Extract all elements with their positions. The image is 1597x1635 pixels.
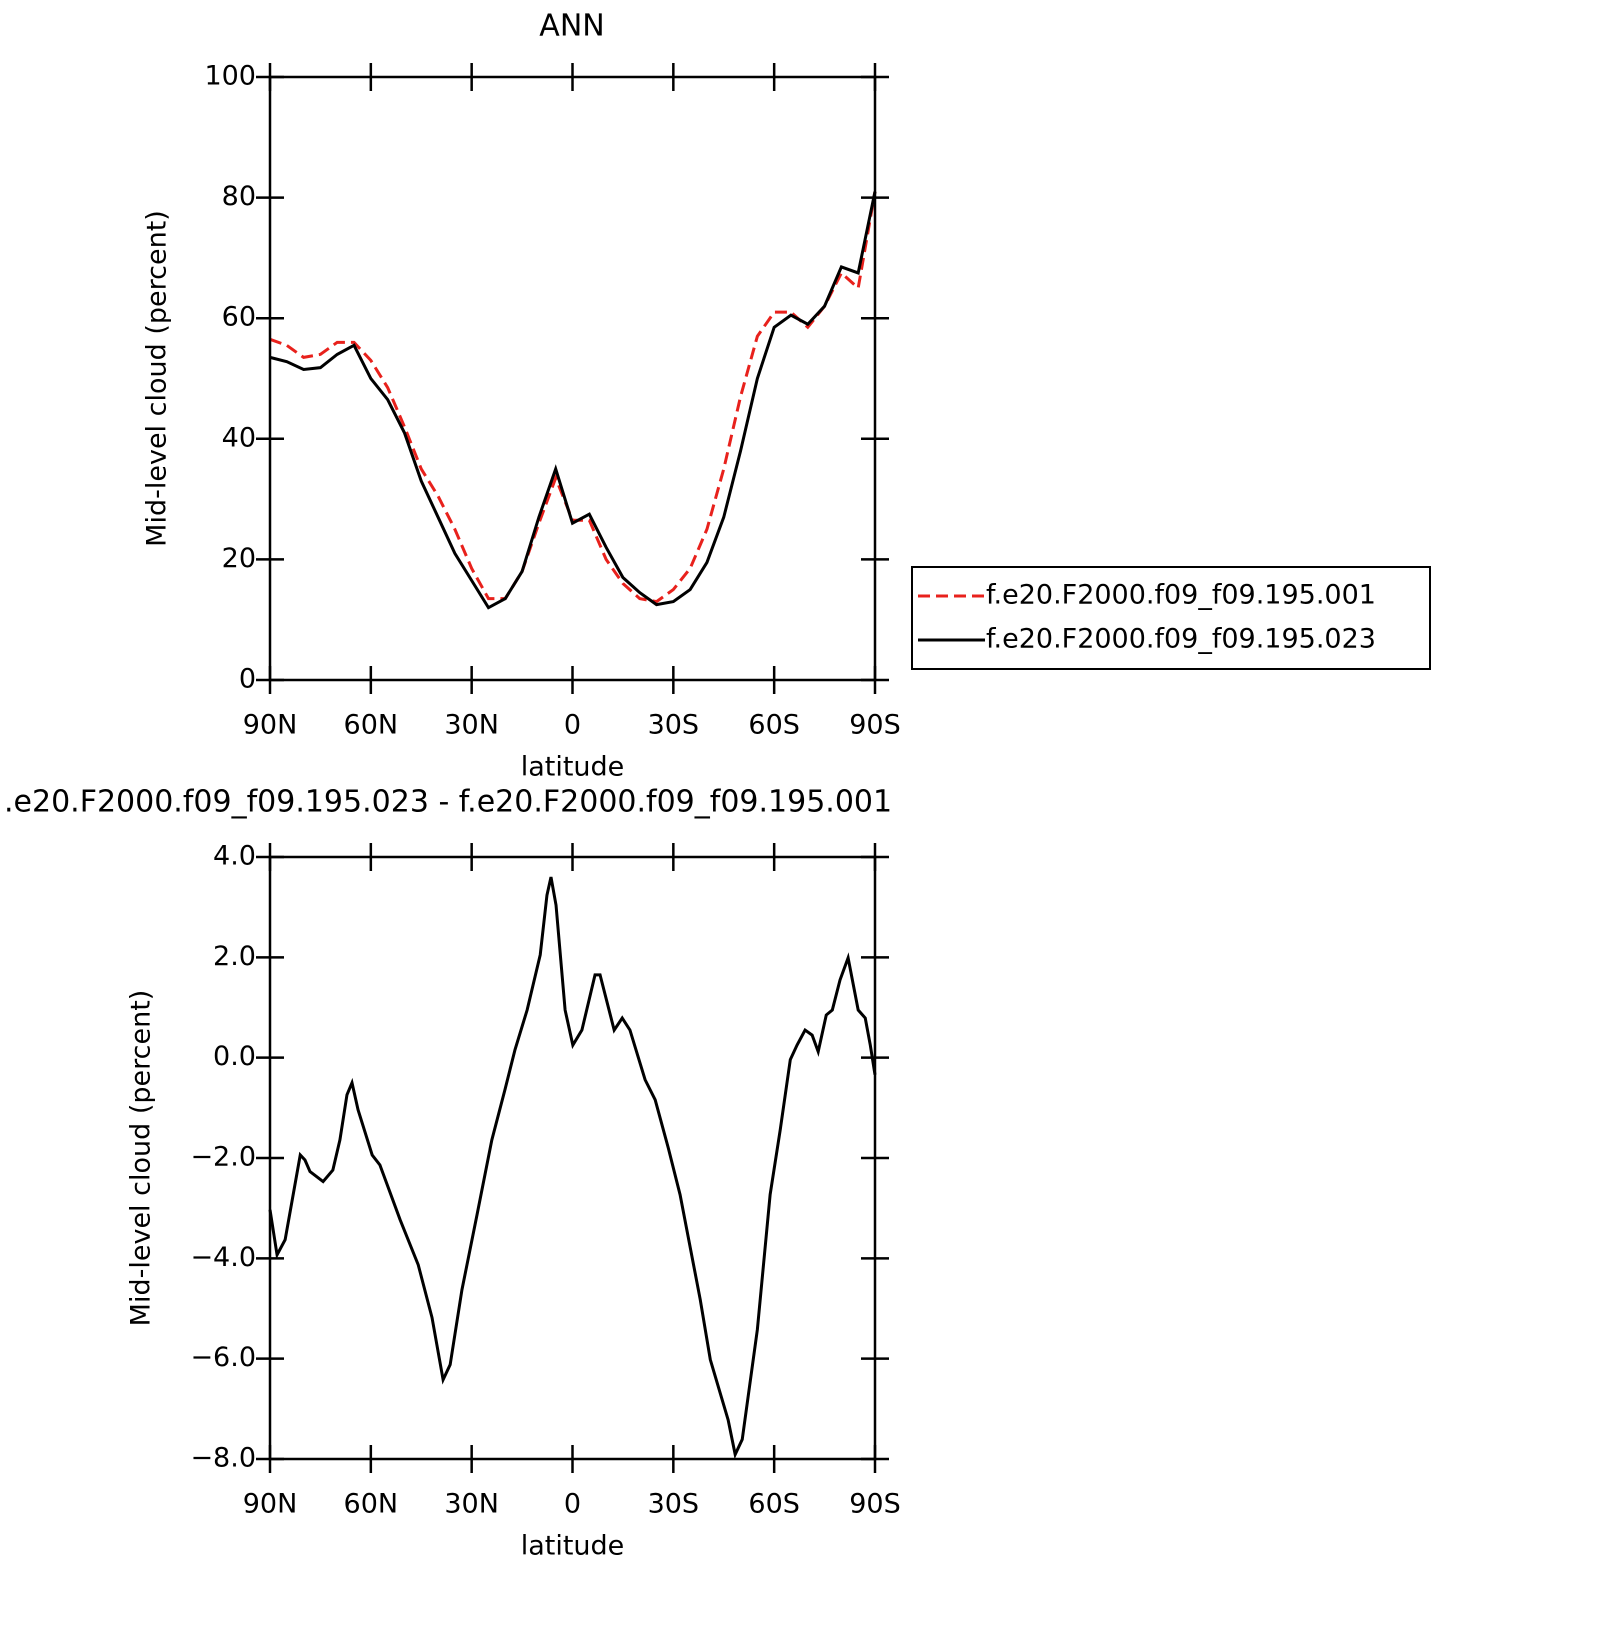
x-tick-label: 90N xyxy=(243,1489,298,1520)
x-tick-label: 30N xyxy=(444,710,499,741)
data-line xyxy=(268,876,877,1460)
y-tick-label: −4.0 xyxy=(190,1242,256,1273)
legend-label: f.e20.F2000.f09_f09.195.001 xyxy=(986,580,1376,611)
y-tick-label: 60 xyxy=(222,302,256,333)
y-tick-label: 100 xyxy=(204,61,256,92)
y-axis-label: Mid-level cloud (percent) xyxy=(142,210,173,547)
x-axis-label: latitude xyxy=(521,752,625,783)
x-tick-label: 30S xyxy=(648,1489,700,1520)
x-tick-label: 90N xyxy=(243,710,298,741)
y-tick-label: 0.0 xyxy=(213,1041,256,1072)
x-axis-label: latitude xyxy=(521,1531,625,1562)
chart-title: .e20.F2000.f09_f09.195.023 - f.e20.F2000… xyxy=(4,785,892,820)
x-tick-label: 60N xyxy=(344,1489,399,1520)
y-tick-label: 0 xyxy=(239,664,256,695)
y-tick-label: 80 xyxy=(222,181,256,212)
y-tick-label: −8.0 xyxy=(190,1443,256,1474)
x-tick-label: 60S xyxy=(748,710,800,741)
y-tick-label: −2.0 xyxy=(190,1142,256,1173)
y-tick-label: 40 xyxy=(222,422,256,453)
y-tick-label: 2.0 xyxy=(213,941,256,972)
plot-frame xyxy=(268,855,877,1461)
data-line xyxy=(269,191,877,604)
data-line xyxy=(269,191,877,610)
x-tick-label: 90S xyxy=(849,710,901,741)
x-tick-label: 30N xyxy=(444,1489,499,1520)
x-tick-label: 60N xyxy=(344,710,399,741)
y-tick-label: 20 xyxy=(222,543,256,574)
x-tick-label: 0 xyxy=(564,1489,581,1520)
chart-title: ANN xyxy=(539,9,604,44)
legend-label: f.e20.F2000.f09_f09.195.023 xyxy=(986,624,1376,655)
x-tick-label: 60S xyxy=(748,1489,800,1520)
plot-frame xyxy=(268,75,877,682)
x-tick-label: 90S xyxy=(849,1489,901,1520)
y-tick-label: 4.0 xyxy=(213,841,256,872)
y-tick-label: −6.0 xyxy=(190,1342,256,1373)
legend-box xyxy=(911,566,1431,670)
x-tick-label: 0 xyxy=(564,710,581,741)
y-axis-label: Mid-level cloud (percent) xyxy=(126,990,157,1327)
x-tick-label: 30S xyxy=(648,710,700,741)
